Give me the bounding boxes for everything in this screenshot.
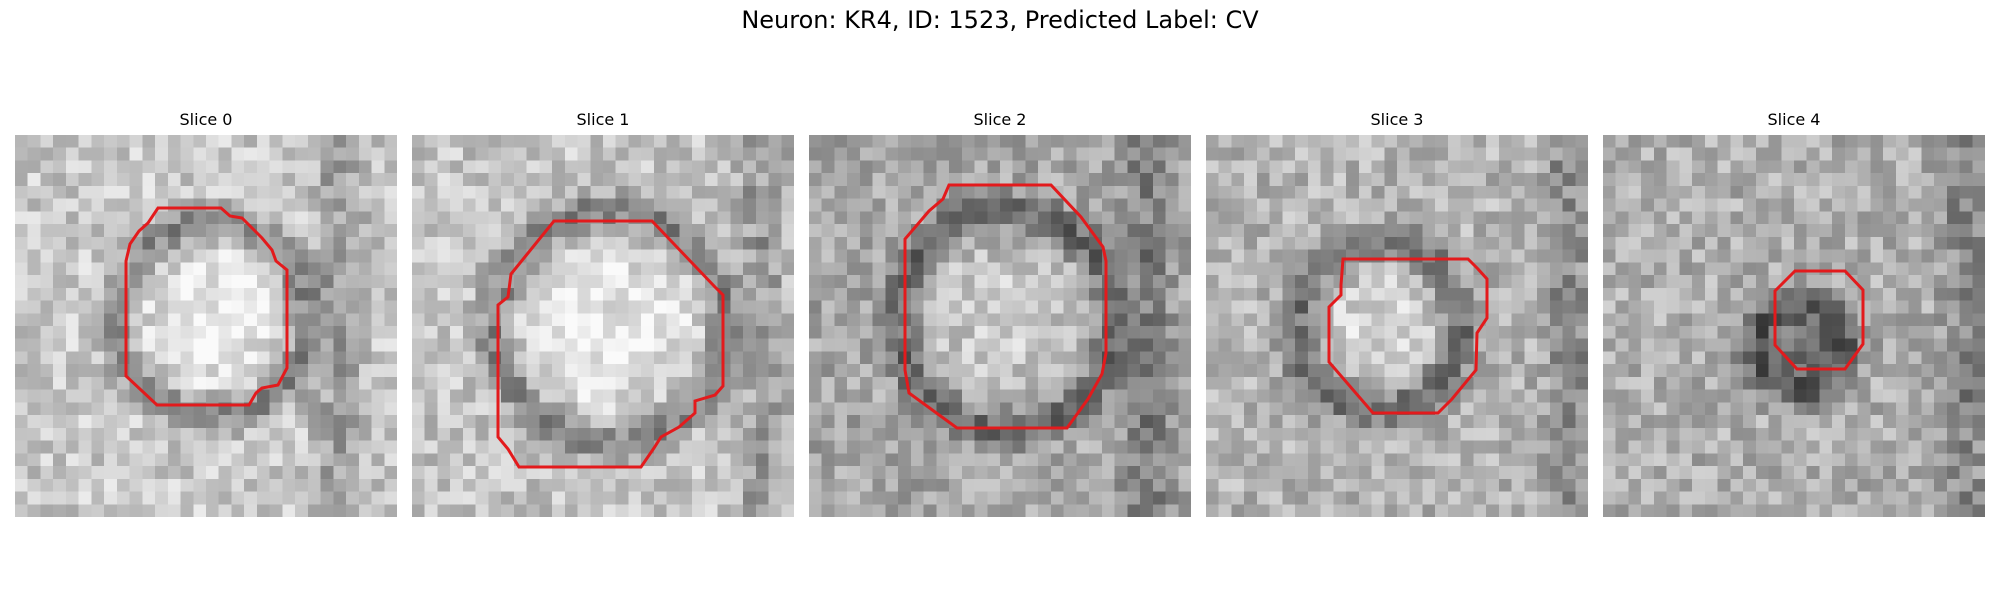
- slice-panel-2: Slice 2: [809, 108, 1191, 517]
- contour-outline: [1327, 257, 1489, 415]
- slice-panel-1: Slice 1: [412, 108, 794, 517]
- slice-title: Slice 4: [1767, 110, 1821, 129]
- contour-outline: [496, 219, 725, 469]
- figure-title: Neuron: KR4, ID: 1523, Predicted Label: …: [741, 6, 1259, 34]
- slice-panel-4: Slice 4: [1603, 108, 1985, 517]
- slice-image: [1206, 135, 1588, 517]
- slice-image: [1603, 135, 1985, 517]
- contour-outline: [1773, 269, 1865, 371]
- slice-image: [412, 135, 794, 517]
- slice-panel-3: Slice 3: [1206, 108, 1588, 517]
- slice-title: Slice 2: [973, 110, 1027, 129]
- slice-title: Slice 1: [576, 110, 630, 129]
- contour-outline: [903, 183, 1108, 430]
- slice-panel-0: Slice 0: [15, 108, 397, 517]
- slice-image: [15, 135, 397, 517]
- slice-title: Slice 0: [179, 110, 233, 129]
- slice-title: Slice 3: [1370, 110, 1424, 129]
- slice-image: [809, 135, 1191, 517]
- contour-outline: [124, 206, 289, 407]
